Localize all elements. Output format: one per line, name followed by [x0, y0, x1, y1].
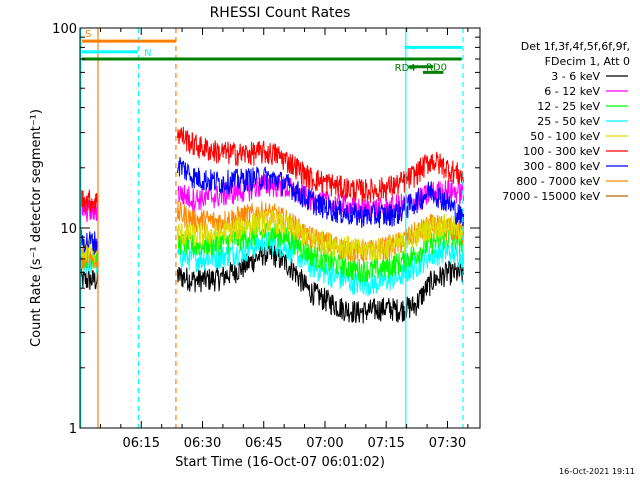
series-line — [79, 229, 99, 255]
x-tick-label: 06:45 — [245, 436, 282, 451]
legend: Det 1f,3f,4f,5f,6f,9f, FDecim 1, Att 0 3… — [502, 40, 630, 203]
flag-label: S — [85, 29, 91, 40]
legend-label: 12 - 25 keV — [537, 100, 600, 113]
y-tick-label: 100 — [52, 22, 77, 37]
legend-items: 3 - 6 keV 6 - 12 keV 12 - 25 keV 25 - 50 ke… — [502, 70, 628, 203]
series-line — [177, 156, 465, 232]
annotation-layer: S N RD4 RD0 — [80, 28, 464, 428]
series-line — [79, 189, 99, 213]
series-line — [177, 210, 465, 261]
y-tick-label: 10 — [60, 222, 77, 237]
series-100-300-kev — [79, 126, 465, 213]
x-axis-label: Start Time (16-Oct-07 06:01:02) — [175, 455, 385, 470]
x-tick-label: 07:15 — [367, 436, 404, 451]
x-tick-label: 06:30 — [184, 436, 221, 451]
y-axis-label: Count Rate (s⁻¹ detector segment⁻¹) — [29, 109, 44, 347]
chart-title: RHESSI Count Rates — [210, 5, 351, 21]
series-3-6-kev — [79, 240, 465, 324]
flag-label: N — [144, 48, 151, 59]
legend-label: 300 - 800 keV — [523, 160, 600, 173]
series-line — [177, 240, 465, 324]
x-tick-label: 07:30 — [429, 436, 466, 451]
series-layer — [79, 126, 465, 324]
legend-label: 3 - 6 keV — [551, 70, 600, 83]
axis-layer: 06:15 06:30 06:45 07:00 07:15 07:30 1 10 100 — [52, 22, 480, 451]
legend-label: 100 - 300 keV — [523, 145, 600, 158]
legend-header-line-1: Det 1f,3f,4f,5f,6f,9f, — [521, 40, 630, 53]
flag-label: RD0 — [426, 62, 447, 73]
legend-header-line-2: FDecim 1, Att 0 — [545, 55, 630, 68]
legend-label: 800 - 7000 keV — [516, 175, 600, 188]
legend-label: 50 - 100 keV — [530, 130, 600, 143]
x-tick-label: 07:00 — [306, 436, 343, 451]
plot-timestamp: 16-Oct-2021 19:11 — [559, 467, 635, 476]
legend-label: 6 - 12 keV — [544, 85, 600, 98]
legend-label: 25 - 50 keV — [537, 115, 600, 128]
legend-label: 7000 - 15000 keV — [502, 190, 600, 203]
series-line — [79, 268, 99, 290]
flag-label: RD4 — [395, 63, 416, 74]
series-300-800-kev — [79, 156, 465, 255]
x-tick-label: 06:15 — [123, 436, 160, 451]
series-line — [177, 126, 465, 203]
y-tick-label: 1 — [69, 422, 77, 437]
